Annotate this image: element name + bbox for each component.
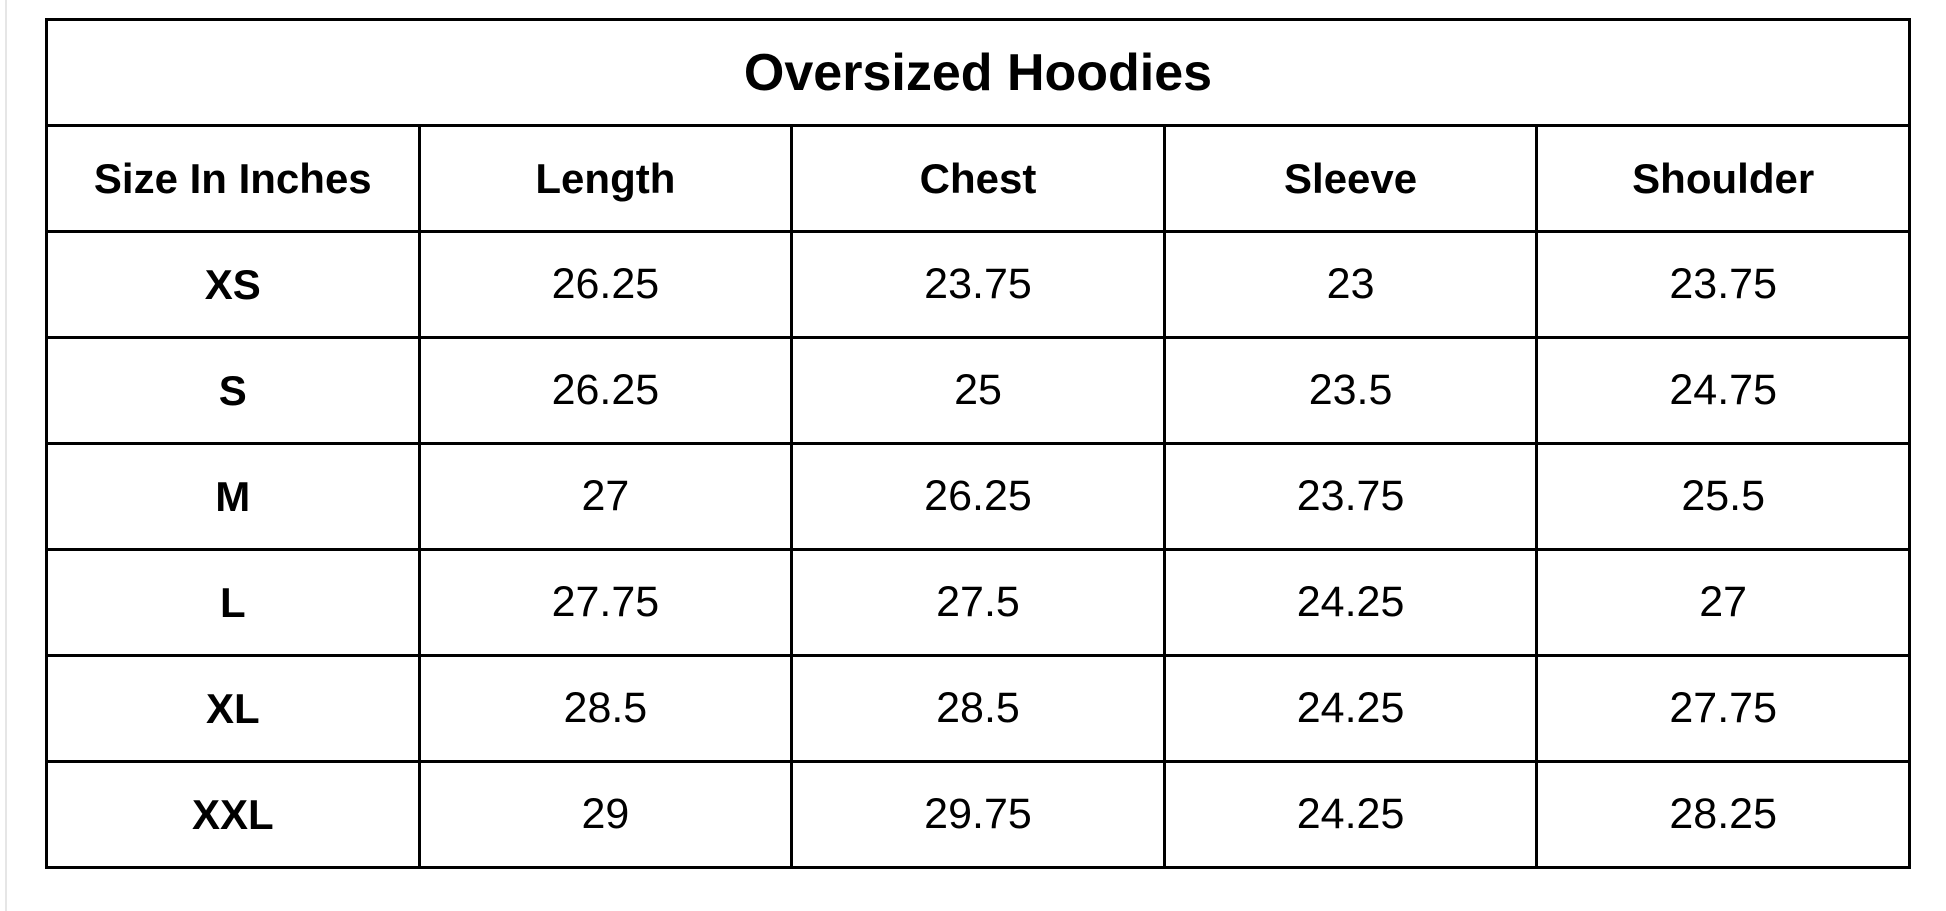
cell-chest: 26.25 [790, 442, 1166, 551]
title-row: Oversized Hoodies [45, 18, 1911, 127]
cell-size: XXL [45, 760, 421, 869]
header-length: Length [417, 124, 794, 233]
cell-shoulder: 23.75 [1535, 230, 1911, 339]
cell-chest: 25 [790, 336, 1166, 445]
cell-shoulder: 25.5 [1535, 442, 1911, 551]
table-row: XL 28.5 28.5 24.25 27.75 [45, 654, 1911, 763]
cell-shoulder: 28.25 [1535, 760, 1911, 869]
cell-size: S [45, 336, 421, 445]
table-title: Oversized Hoodies [45, 18, 1911, 127]
header-sleeve: Sleeve [1162, 124, 1539, 233]
header-row: Size In Inches Length Chest Sleeve Shoul… [45, 124, 1911, 233]
cell-sleeve: 23.5 [1162, 336, 1539, 445]
cell-sleeve: 24.25 [1162, 548, 1539, 657]
cell-sleeve: 24.25 [1162, 654, 1539, 763]
header-shoulder: Shoulder [1535, 124, 1911, 233]
table-row: XS 26.25 23.75 23 23.75 [45, 230, 1911, 339]
cell-chest: 29.75 [790, 760, 1166, 869]
table-row: S 26.25 25 23.5 24.75 [45, 336, 1911, 445]
cell-sleeve: 24.25 [1162, 760, 1539, 869]
table-row: L 27.75 27.5 24.25 27 [45, 548, 1911, 657]
cell-chest: 23.75 [790, 230, 1166, 339]
table-row: M 27 26.25 23.75 25.5 [45, 442, 1911, 551]
header-chest: Chest [790, 124, 1166, 233]
cell-chest: 28.5 [790, 654, 1166, 763]
cell-shoulder: 24.75 [1535, 336, 1911, 445]
cell-size: L [45, 548, 421, 657]
size-chart-table: Oversized Hoodies Size In Inches Length … [45, 18, 1911, 869]
cell-size: XS [45, 230, 421, 339]
cell-length: 26.25 [417, 336, 794, 445]
cell-length: 29 [417, 760, 794, 869]
cell-sleeve: 23.75 [1162, 442, 1539, 551]
page-edge-divider [5, 0, 7, 911]
cell-length: 27 [417, 442, 794, 551]
table-row: XXL 29 29.75 24.25 28.25 [45, 760, 1911, 869]
cell-size: M [45, 442, 421, 551]
header-size: Size In Inches [45, 124, 421, 233]
cell-shoulder: 27 [1535, 548, 1911, 657]
cell-length: 26.25 [417, 230, 794, 339]
cell-shoulder: 27.75 [1535, 654, 1911, 763]
cell-length: 28.5 [417, 654, 794, 763]
cell-chest: 27.5 [790, 548, 1166, 657]
cell-size: XL [45, 654, 421, 763]
cell-length: 27.75 [417, 548, 794, 657]
cell-sleeve: 23 [1162, 230, 1539, 339]
